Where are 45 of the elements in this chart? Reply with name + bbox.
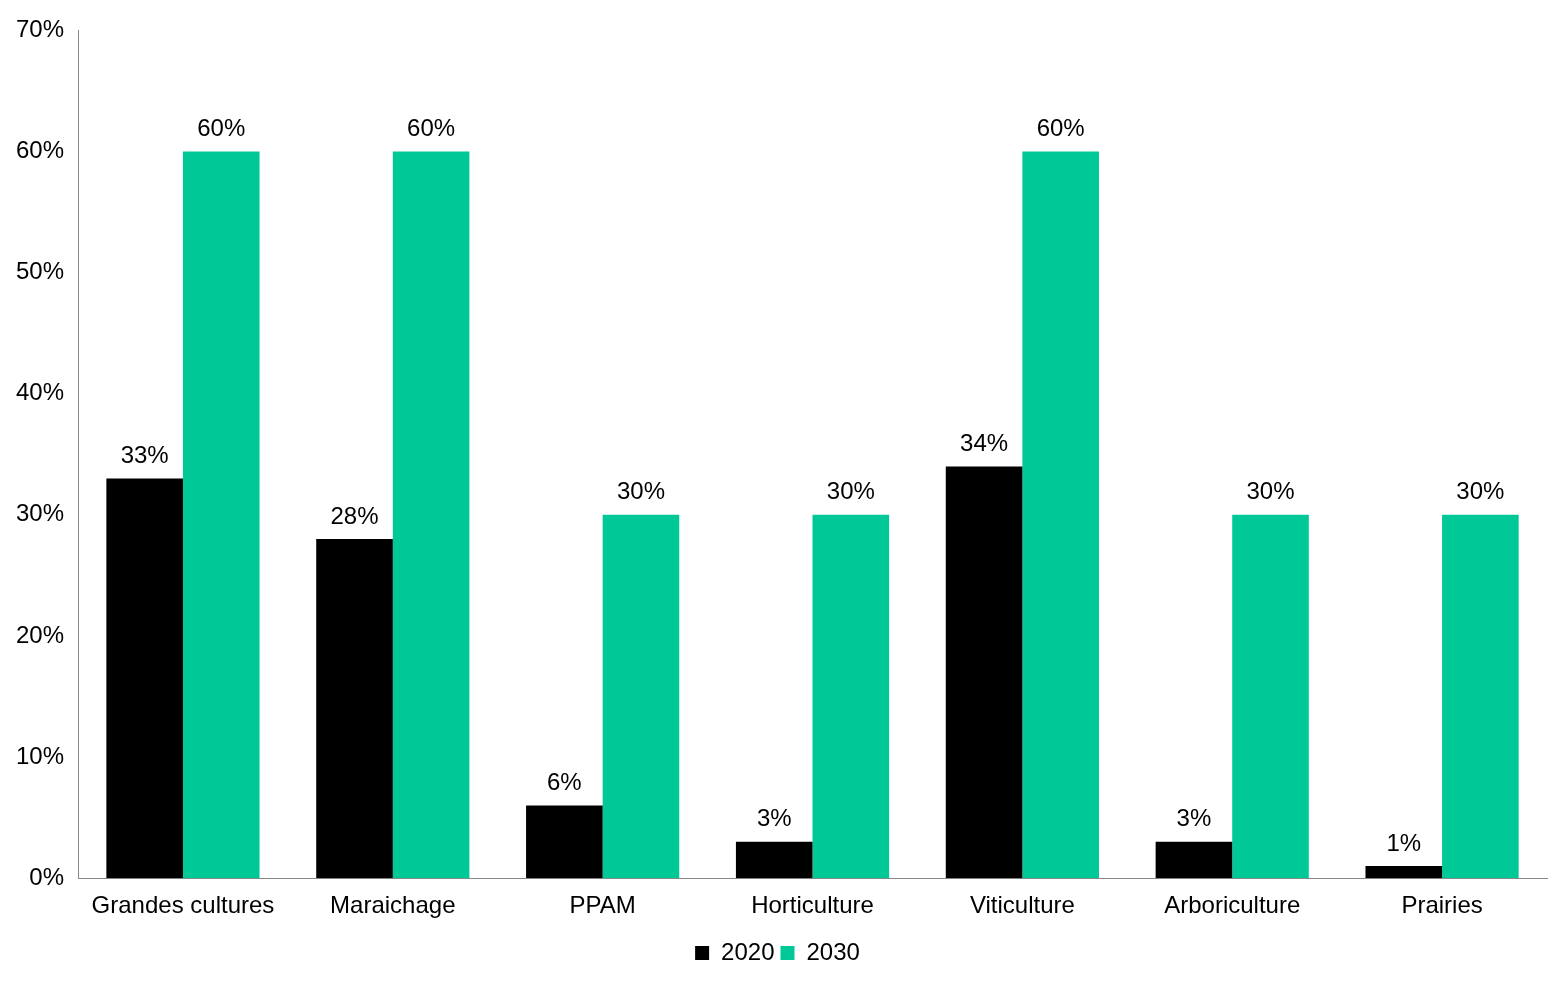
bar	[1155, 841, 1233, 879]
x-tick-label: Horticulture	[751, 891, 874, 919]
bar	[182, 151, 260, 879]
data-label: 3%	[1176, 804, 1212, 832]
data-label: 3%	[756, 804, 792, 832]
legend-label: 2020	[721, 937, 775, 965]
data-label: 34%	[960, 429, 1009, 457]
data-label: 30%	[1456, 477, 1505, 505]
bar	[316, 539, 393, 879]
bar	[735, 841, 813, 879]
y-tick-label: 40%	[15, 378, 65, 406]
x-tick-label: Arboriculture	[1164, 891, 1301, 919]
x-tick-label: Viticulture	[969, 891, 1075, 919]
data-label: 60%	[407, 114, 456, 142]
x-tick-label: Prairies	[1401, 891, 1483, 919]
x-tick-label: Grandes cultures	[91, 891, 275, 919]
y-tick-label: 30%	[15, 499, 65, 527]
y-tick-label: 0%	[29, 862, 65, 890]
bar	[945, 466, 1023, 879]
y-tick-label: 20%	[15, 620, 65, 648]
y-tick-label: 60%	[15, 136, 65, 164]
bar	[1442, 514, 1519, 879]
bar	[1232, 514, 1309, 879]
bar	[526, 805, 603, 879]
x-tick-label: Maraichage	[330, 891, 456, 919]
bar	[1022, 151, 1099, 879]
bar	[106, 478, 183, 879]
data-label: 30%	[616, 477, 665, 505]
bar	[602, 514, 680, 879]
x-tick-label: PPAM	[569, 891, 636, 919]
y-tick-label: 50%	[15, 257, 65, 285]
data-label: 28%	[330, 501, 379, 529]
data-label: 6%	[547, 768, 582, 796]
y-tick-label: 10%	[15, 741, 65, 769]
data-label: 30%	[1246, 477, 1295, 505]
data-label: 30%	[826, 477, 875, 505]
bar	[392, 151, 470, 879]
y-tick-label: 70%	[15, 15, 65, 43]
data-label: 60%	[1036, 114, 1085, 142]
data-label: 60%	[197, 114, 246, 142]
data-label: 1%	[1386, 828, 1422, 856]
bar	[812, 514, 890, 879]
data-label: 33%	[120, 441, 169, 469]
bar	[1365, 866, 1443, 879]
legend-label: 2030	[806, 937, 860, 965]
